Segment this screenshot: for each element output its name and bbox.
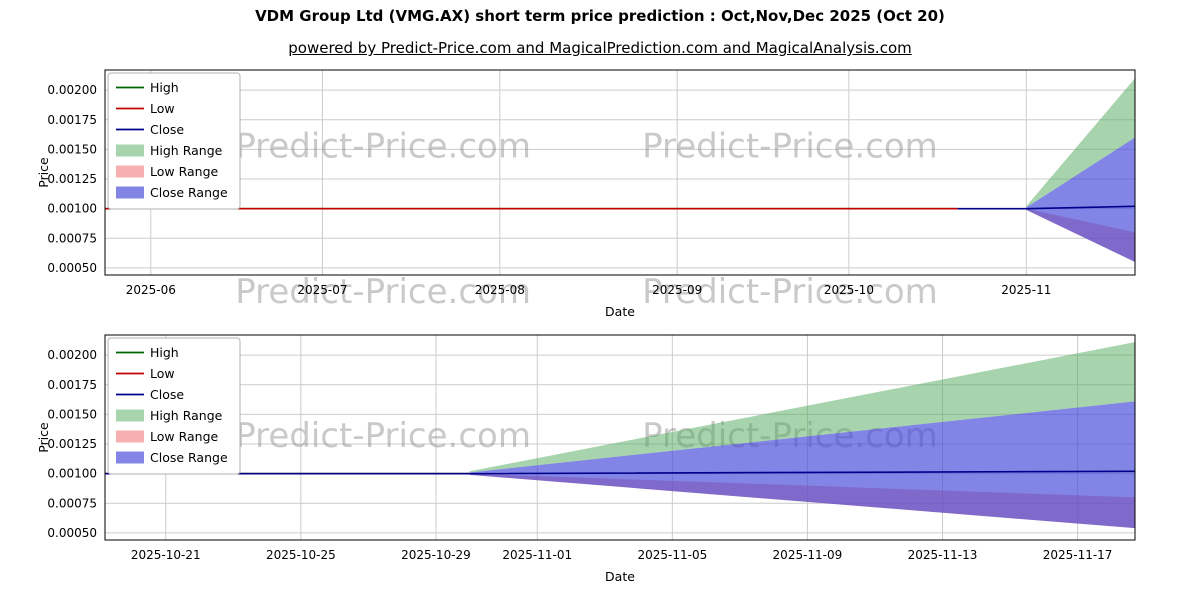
x-tick-label: 2025-11-09 (773, 548, 843, 562)
legend-label: Low Range (150, 429, 219, 444)
legend-label: Low Range (150, 164, 219, 179)
y-tick-label: 0.00125 (47, 437, 97, 451)
x-tick-label: 2025-10-21 (131, 548, 201, 562)
close-range-band (469, 401, 1135, 529)
legend-swatch-close-range (116, 451, 144, 464)
y-axis-label: Price (36, 157, 51, 188)
legend-label: High (150, 345, 179, 360)
x-axis-label: Date (605, 569, 635, 584)
watermark-text: Predict-Price.com (235, 416, 531, 456)
y-tick-label: 0.00125 (47, 172, 97, 186)
x-tick-label: 2025-10-25 (266, 548, 336, 562)
x-tick-label: 2025-08 (475, 283, 525, 297)
plot-border (104, 334, 1136, 541)
plot-background (105, 70, 1135, 275)
bottom-price-chart: Predict-Price.comPredict-Price.com0.0005… (36, 334, 1136, 584)
legend-label: High Range (150, 143, 223, 158)
x-tick-label: 2025-07 (297, 283, 347, 297)
x-tick-label: 2025-11-13 (908, 548, 978, 562)
watermark-text: Predict-Price.com (642, 272, 938, 312)
watermark-text: Predict-Price.com (235, 272, 531, 312)
y-tick-label: 0.00050 (47, 261, 97, 275)
x-tick-label: 2025-11-01 (502, 548, 572, 562)
legend-swatch-high-range (116, 409, 144, 422)
top-price-chart: Predict-Price.com Predict-Price.com Predic… (36, 69, 1136, 319)
legend-swatch-low-range (116, 430, 144, 443)
y-axis-label: Price (36, 422, 51, 453)
y-tick-label: 0.00200 (47, 83, 97, 97)
close-line (957, 205, 1136, 210)
plot-border (104, 69, 1136, 276)
high-range-band (469, 342, 1135, 473)
y-tick-label: 0.00075 (47, 496, 97, 510)
y-tick-label: 0.00175 (47, 113, 97, 127)
chart-title: VDM Group Ltd (VMG.AX) short term price … (255, 7, 945, 25)
x-tick-label: 2025-10 (824, 283, 874, 297)
y-tick-label: 0.00100 (47, 467, 97, 481)
legend-label: Close (150, 122, 184, 137)
legend-swatch-high-range (116, 144, 144, 157)
watermark-text: Predict-Price.com (235, 126, 531, 166)
legend-label: Close (150, 387, 184, 402)
y-tick-label: 0.00075 (47, 231, 97, 245)
x-tick-label: 2025-11-05 (637, 548, 707, 562)
x-tick-label: 2025-11 (1001, 283, 1051, 297)
close-range-band (1026, 137, 1135, 262)
legend-label: High (150, 80, 179, 95)
y-tick-label: 0.00150 (47, 407, 97, 421)
x-tick-label: 2025-06 (126, 283, 176, 297)
watermark-text: Predict-Price.com (642, 126, 938, 166)
y-tick-label: 0.00050 (47, 526, 97, 540)
legend-label: Low (150, 101, 175, 116)
x-axis-label: Date (605, 304, 635, 319)
y-tick-label: 0.00100 (47, 202, 97, 216)
y-tick-label: 0.00175 (47, 378, 97, 392)
high-range-band (1026, 78, 1135, 208)
x-tick-label: 2025-09 (652, 283, 702, 297)
legend-swatch-low-range (116, 165, 144, 178)
chart-subtitle: powered by Predict-Price.com and Magical… (288, 39, 912, 57)
legend-label: Low (150, 366, 175, 381)
y-tick-label: 0.00150 (47, 142, 97, 156)
legend-label: Close Range (150, 450, 228, 465)
x-tick-label: 2025-10-29 (401, 548, 471, 562)
y-tick-label: 0.00200 (47, 348, 97, 362)
legend-label: High Range (150, 408, 223, 423)
legend-swatch-close-range (116, 186, 144, 199)
legend-label: Close Range (150, 185, 228, 200)
x-tick-label: 2025-11-17 (1043, 548, 1113, 562)
